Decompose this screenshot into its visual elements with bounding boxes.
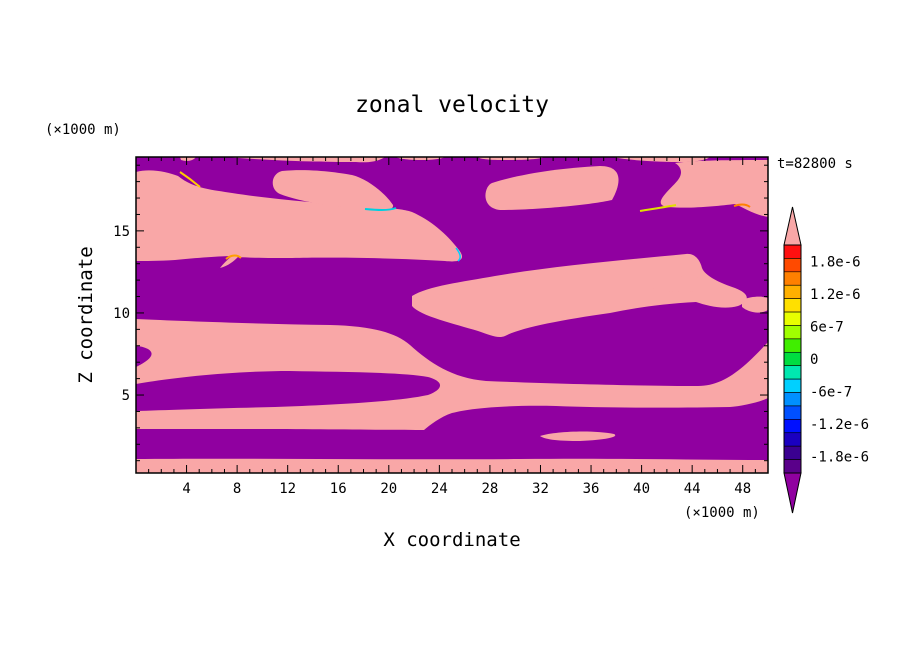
x-tick-label: 24 <box>431 481 448 497</box>
colorbar-tick-label: 0 <box>810 352 818 368</box>
x-tick-label: 28 <box>481 481 498 497</box>
colorbar-segment <box>783 378 802 393</box>
colorbar: 1.8e-6 1.2e-6 6e-7 0 -6e-7 -1.2e-6 -1.8e-6 <box>783 206 869 514</box>
colorbar-segment <box>783 298 802 313</box>
contour-edge <box>179 171 201 188</box>
positive-region <box>136 319 768 430</box>
positive-region <box>660 160 768 217</box>
positive-region <box>742 296 768 313</box>
x-tick-label: 16 <box>330 481 347 497</box>
velocity-field <box>136 157 768 473</box>
positive-region <box>136 458 768 473</box>
y-unit-label: (×1000 m) <box>45 122 121 138</box>
contour-edge <box>225 254 242 260</box>
positive-region <box>651 276 709 292</box>
colorbar-segment <box>783 311 802 326</box>
colorbar-segment <box>783 365 802 380</box>
positive-region <box>272 170 394 211</box>
x-tick-label: 40 <box>633 481 650 497</box>
contour-edge <box>733 203 751 208</box>
y-tick-label: 10 <box>113 306 130 322</box>
colorbar-segment <box>783 338 802 353</box>
colorbar-segment <box>783 405 802 420</box>
x-unit-label: (×1000 m) <box>684 505 760 521</box>
colorbar-tick-label: -1.2e-6 <box>810 417 869 433</box>
colorbar-tick-label: -6e-7 <box>810 385 852 401</box>
colorbar-segment <box>783 432 802 447</box>
contour-edge <box>639 204 677 212</box>
positive-region <box>540 431 616 441</box>
x-tick-label: 32 <box>532 481 549 497</box>
colorbar-bottom-extension <box>783 472 802 514</box>
time-label: t=82800 s <box>777 156 853 172</box>
colorbar-tick-label: 6e-7 <box>810 319 844 335</box>
colorbar-tick-label: 1.8e-6 <box>810 254 861 270</box>
y-axis-label: Z coordinate <box>75 246 97 383</box>
colorbar-segment <box>783 244 802 259</box>
x-axis-label: X coordinate <box>383 529 520 551</box>
contour-edge <box>455 247 461 262</box>
colorbar-top-extension <box>783 206 802 246</box>
x-tick-label: 20 <box>380 481 397 497</box>
colorbar-segment <box>783 284 802 299</box>
chart-title: zonal velocity <box>355 92 549 118</box>
x-tick-label: 36 <box>583 481 600 497</box>
positive-region <box>612 157 710 162</box>
x-tick-label: 48 <box>734 481 751 497</box>
positive-region <box>485 166 619 210</box>
positive-region <box>226 157 385 163</box>
colorbar-tick-label: -1.8e-6 <box>810 450 869 466</box>
positive-region <box>412 253 747 338</box>
positive-region <box>180 157 196 161</box>
colorbar-frame <box>783 244 802 474</box>
x-tick-label: 4 <box>182 481 190 497</box>
colorbar-segment <box>783 351 802 367</box>
colorbar-segment <box>783 325 802 340</box>
x-tick-label: 8 <box>233 481 241 497</box>
positive-region <box>136 170 463 268</box>
y-tick-label: 15 <box>113 224 130 240</box>
colorbar-segment <box>783 258 802 273</box>
colorbar-segment <box>783 445 802 460</box>
contour-edge <box>364 207 397 211</box>
y-tick-label: 5 <box>122 388 130 404</box>
x-tick-label: 44 <box>684 481 701 497</box>
x-tick-label: 12 <box>279 481 296 497</box>
colorbar-tick-label: 1.2e-6 <box>810 287 861 303</box>
colorbar-segment <box>783 419 802 434</box>
colorbar-segment <box>783 392 802 407</box>
colorbar-segment <box>783 271 802 286</box>
colorbar-segment <box>783 459 802 474</box>
